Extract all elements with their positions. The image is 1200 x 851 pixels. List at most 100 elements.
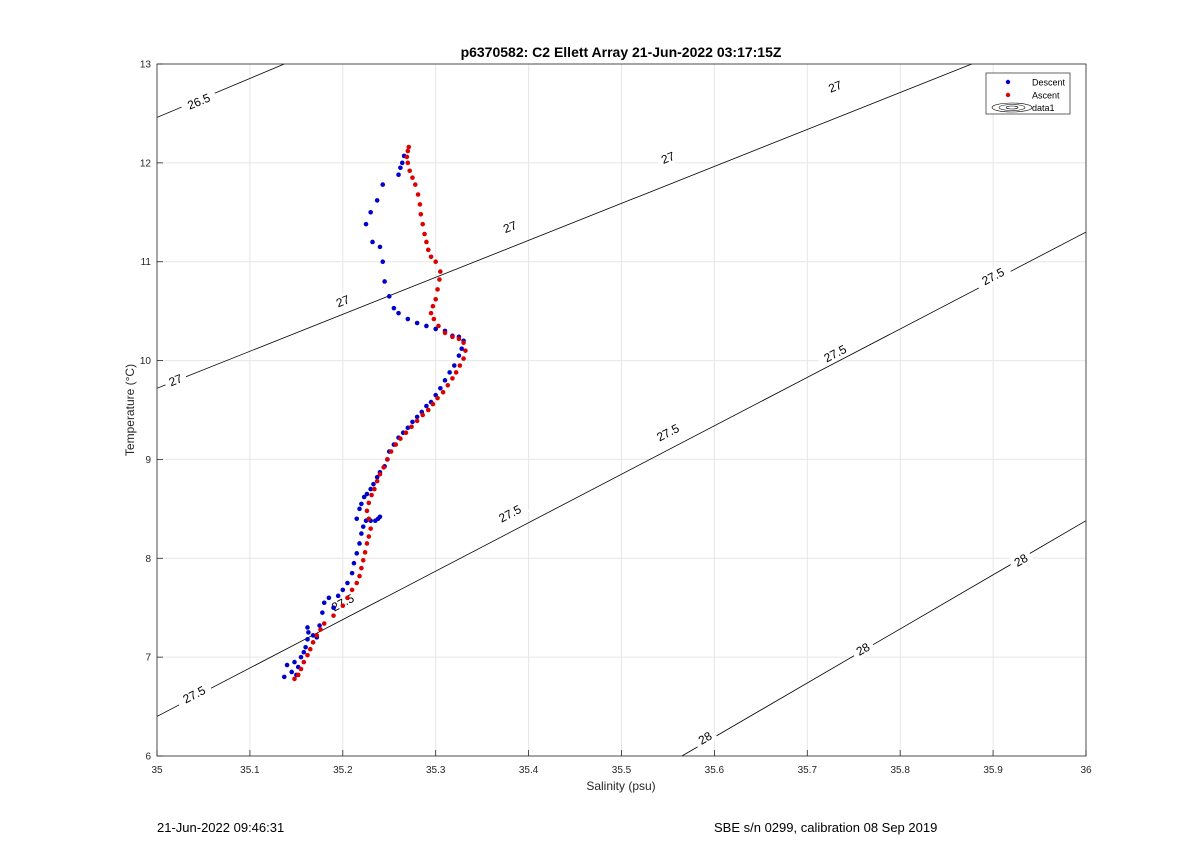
contour-label-text: 27 xyxy=(167,371,185,389)
ascent-point xyxy=(417,202,423,207)
descent-point xyxy=(414,320,420,326)
ascent-point xyxy=(414,418,420,424)
descent-point xyxy=(424,323,429,329)
contour-label: 28 xyxy=(692,726,719,750)
contour-line xyxy=(157,64,973,389)
ascent-point xyxy=(457,363,463,368)
ascent-point xyxy=(366,534,372,539)
ascent-point xyxy=(410,175,415,180)
ascent-point xyxy=(420,221,425,227)
descent-point xyxy=(380,259,386,265)
contour-label: 27 xyxy=(822,76,848,98)
descent-point xyxy=(438,385,443,391)
y-tick-label: 6 xyxy=(145,752,151,763)
descent-point xyxy=(374,198,380,203)
contour-legend-icon xyxy=(991,102,1033,113)
ascent-point xyxy=(428,254,434,260)
contour-label-bg xyxy=(1007,548,1034,572)
ascent-point xyxy=(422,231,427,237)
descent-point xyxy=(317,623,322,628)
axis-ticks: 35 35.1 35.2 35.3 35.4 35.5 35.6 35.7 35.8 35.9 36… xyxy=(140,60,1092,777)
ascent-point xyxy=(461,356,466,361)
contour-label-text: 28 xyxy=(696,729,715,748)
descent-point xyxy=(398,165,403,171)
contour-label-bg xyxy=(973,262,1013,292)
contour-label-text: 27 xyxy=(659,149,677,167)
legend-contour-label: data1 xyxy=(1032,103,1055,113)
contour-label-bg xyxy=(648,418,688,448)
descent-point xyxy=(284,662,290,668)
contour-line xyxy=(157,64,285,118)
ascent-point xyxy=(428,310,434,316)
descent-point xyxy=(377,514,383,520)
y-tick-label: 11 xyxy=(141,257,152,268)
descent-point xyxy=(360,524,366,529)
descent-point xyxy=(447,370,452,375)
ascent-point xyxy=(404,154,410,160)
ascent-point xyxy=(354,580,360,586)
descent-point xyxy=(303,644,308,650)
ascent-point xyxy=(456,336,462,342)
descent-point xyxy=(405,425,411,431)
descent-point xyxy=(374,474,380,480)
ascent-point xyxy=(420,412,425,418)
x-tick-label: 35.2 xyxy=(333,765,353,776)
descent-point xyxy=(368,209,373,215)
x-tick-label: 35.9 xyxy=(983,765,1003,776)
descent-point xyxy=(335,593,341,599)
descent-point xyxy=(451,363,457,368)
descent-point xyxy=(310,633,316,638)
ascent-point xyxy=(406,144,412,150)
ascent-point xyxy=(407,168,412,174)
ascent-point xyxy=(381,465,386,470)
legend: Descent Ascent data1 xyxy=(985,72,1071,115)
descent-point xyxy=(359,501,364,507)
contour-label-bg xyxy=(822,76,848,98)
x-tick-label: 35.6 xyxy=(705,765,725,776)
y-tick-label: 7 xyxy=(145,653,151,664)
contour-label-text: 27 xyxy=(501,218,519,236)
descent-point xyxy=(377,244,383,250)
legend-descent-marker xyxy=(1005,79,1011,85)
x-tick-label: 36 xyxy=(1080,765,1092,776)
descent-point xyxy=(368,486,373,492)
ascent-point xyxy=(405,148,411,154)
descent-point xyxy=(305,625,310,630)
x-tick-label: 35.8 xyxy=(890,765,910,776)
x-axis-label: Salinity (psu) xyxy=(586,779,655,793)
legend-box xyxy=(985,72,1071,115)
ascent-point xyxy=(425,407,431,413)
ascent-point xyxy=(431,316,437,322)
contour-label-text: 28 xyxy=(1012,551,1031,570)
legend-ascent-marker xyxy=(1005,92,1011,98)
ascent-point xyxy=(349,587,355,593)
y-tick-label: 9 xyxy=(145,455,151,466)
contour-label-bg xyxy=(850,637,877,661)
ascent-point xyxy=(362,550,368,555)
descent-point xyxy=(281,674,287,680)
descent-point xyxy=(351,560,357,566)
ascent-point xyxy=(433,259,439,265)
descent-point xyxy=(354,551,360,556)
contour-label: 27 xyxy=(655,147,681,169)
ascent-point xyxy=(398,436,403,441)
descent-point xyxy=(371,481,376,487)
contour-label-bg xyxy=(490,499,530,529)
ascent-point xyxy=(331,613,336,618)
descent-point xyxy=(386,294,392,299)
ascent-point xyxy=(440,389,446,395)
ascent-point xyxy=(424,239,429,245)
x-tick-label: 35.3 xyxy=(426,765,446,776)
descent-point xyxy=(289,669,295,675)
descent-point xyxy=(361,494,367,500)
contour-label-bg xyxy=(179,88,219,115)
x-tick-label: 35.7 xyxy=(798,765,818,776)
descent-point xyxy=(399,160,405,166)
ascent-point xyxy=(321,621,327,626)
contour-label-bg xyxy=(329,290,356,312)
descent-point xyxy=(363,221,369,227)
descent-point xyxy=(306,630,311,635)
x-tick-label: 35.5 xyxy=(612,765,632,776)
ascent-point xyxy=(425,247,431,253)
ascent-point xyxy=(318,627,323,632)
